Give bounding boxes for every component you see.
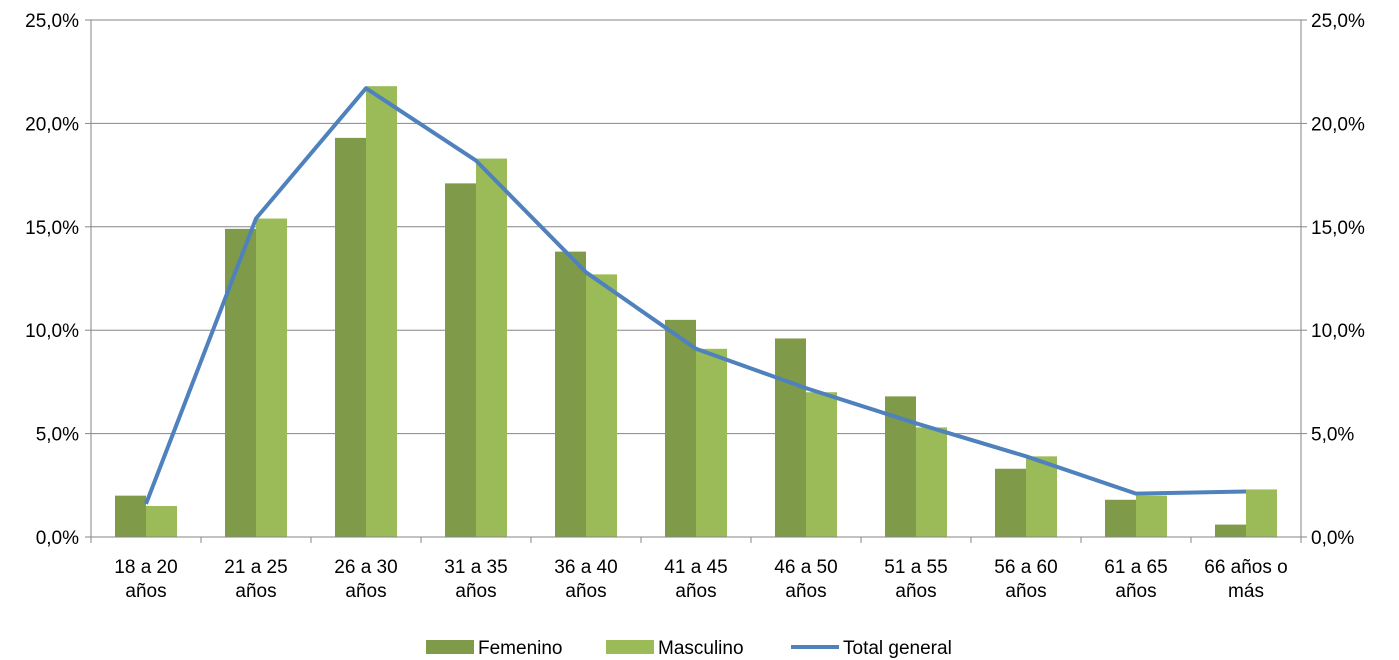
x-tick-label: 61 a 65 años	[1104, 557, 1167, 602]
bar-femenino	[335, 137, 366, 537]
bar-femenino	[1215, 524, 1246, 537]
bar-femenino	[775, 338, 806, 537]
x-tick-label: 56 a 60 años	[994, 557, 1057, 602]
y-tick-label: 0,0%	[36, 528, 79, 549]
line-total-general	[144, 86, 1247, 505]
x-tick-label: 21 a 25 años	[224, 557, 287, 602]
bar-masculino	[146, 505, 177, 537]
bar-masculino	[806, 392, 837, 537]
bar-masculino	[586, 274, 617, 537]
bar-masculino	[1026, 456, 1057, 537]
bar-masculino	[696, 348, 727, 537]
plot-frame	[90, 19, 1302, 543]
x-tick-label: 41 a 45 años	[664, 557, 727, 602]
bar-femenino	[115, 495, 146, 537]
bar-femenino	[1105, 499, 1136, 537]
y-axis-right: 0,0% 5,0% 10,0% 15,0% 20,0% 25,0%	[1301, 11, 1365, 549]
y-tick-label: 5,0%	[36, 425, 79, 446]
x-tick-label: 46 a 50 años	[774, 557, 837, 602]
y2-tick-label: 10,0%	[1311, 321, 1365, 342]
legend-label: Total general	[843, 638, 952, 659]
x-tick-label: 51 a 55 años	[884, 557, 947, 602]
y-tick-label: 10,0%	[25, 321, 79, 342]
y-tick-label: 15,0%	[25, 218, 79, 239]
x-axis: 18 a 20 años 21 a 25 años 26 a 30 años 31 a 35…	[114, 557, 1287, 602]
legend-label: Femenino	[478, 638, 563, 659]
total-line-group	[144, 86, 1247, 505]
bars-group	[115, 86, 1277, 538]
bar-femenino	[225, 228, 256, 538]
x-tick-label: 36 a 40 años	[554, 557, 617, 602]
bar-masculino	[1246, 489, 1277, 537]
x-tick-label: 66 años o más	[1204, 557, 1287, 602]
legend-swatch	[606, 640, 654, 654]
legend-label: Masculino	[658, 638, 744, 659]
y2-tick-label: 20,0%	[1311, 114, 1365, 135]
y2-tick-label: 0,0%	[1311, 528, 1354, 549]
x-tick-label: 26 a 30 años	[334, 557, 397, 602]
y-axis-left: 0,0% 5,0% 10,0% 15,0% 20,0% 25,0%	[25, 11, 91, 549]
bar-femenino	[665, 319, 696, 537]
bar-masculino	[366, 86, 397, 538]
bar-masculino	[916, 427, 947, 537]
bar-femenino	[995, 468, 1026, 537]
x-tick-label: 18 a 20 años	[114, 557, 177, 602]
y-tick-label: 20,0%	[25, 114, 79, 135]
y2-tick-label: 5,0%	[1311, 425, 1354, 446]
y2-tick-label: 25,0%	[1311, 11, 1365, 32]
legend-swatch	[426, 640, 474, 654]
bar-masculino	[476, 158, 507, 537]
bar-femenino	[445, 183, 476, 537]
y2-tick-label: 15,0%	[1311, 218, 1365, 239]
plot-area-border	[90, 19, 1302, 538]
x-tick-label: 31 a 35 años	[444, 557, 507, 602]
bar-masculino	[256, 218, 287, 537]
legend: Femenino Masculino Total general	[426, 638, 952, 659]
bar-masculino	[1136, 495, 1167, 537]
y-tick-label: 25,0%	[25, 11, 79, 32]
bar-femenino	[555, 251, 586, 537]
